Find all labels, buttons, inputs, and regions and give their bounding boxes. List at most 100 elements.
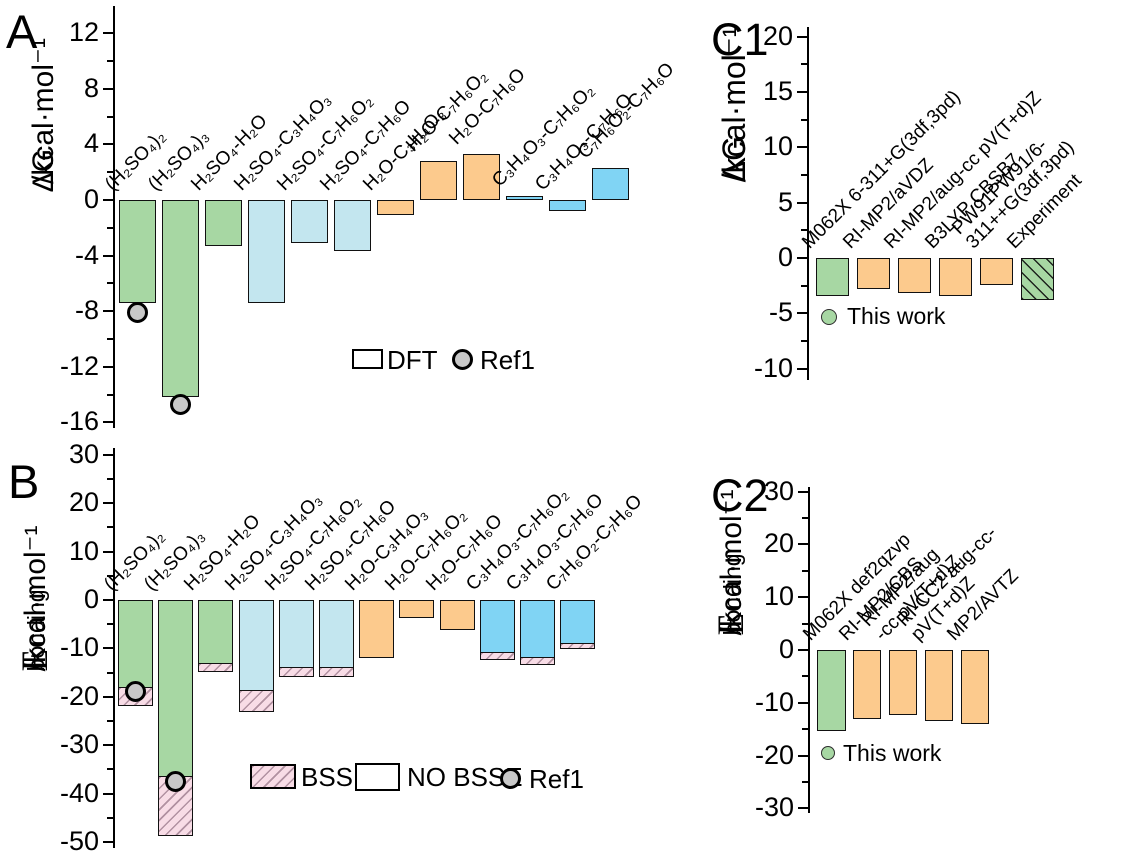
y-major-tick	[102, 143, 113, 146]
bsse-hatch-swatch	[250, 764, 296, 789]
y-minor-tick	[106, 115, 113, 118]
panel-label-b: B	[8, 455, 40, 508]
y-minor-tick	[801, 569, 808, 572]
panel-label-c1: C1	[711, 14, 769, 65]
y-major-tick	[797, 648, 808, 652]
y-tick-label: 20	[763, 528, 794, 559]
y-major-tick	[102, 647, 113, 650]
bar	[377, 200, 414, 216]
y-minor-tick	[801, 675, 808, 678]
bar-bsse-segment	[238, 689, 274, 713]
y-minor-tick	[800, 63, 807, 66]
y-major-tick	[797, 596, 808, 599]
bar-bsse-segment	[198, 663, 234, 673]
y-tick-label: 30	[763, 475, 794, 506]
y-major-tick	[102, 254, 113, 257]
bar	[420, 161, 457, 200]
y-tick-label: -20	[59, 680, 99, 711]
y-minor-tick	[801, 728, 808, 731]
y-tick-label: -4	[74, 239, 99, 270]
legend-dft-label: DFT	[387, 345, 438, 375]
y-major-tick	[102, 453, 113, 456]
this-work-marker-c1	[821, 309, 837, 325]
y-major-tick	[797, 754, 808, 757]
ref1-point	[165, 771, 187, 792]
y-tick-label: -50	[59, 826, 99, 856]
y-major-tick	[796, 367, 807, 370]
legend-ref1-label-b: Ref1	[529, 764, 584, 794]
y-tick-label: 5	[777, 186, 793, 217]
y-minor-tick	[106, 171, 113, 174]
y-minor-tick	[106, 393, 113, 396]
y-major-tick	[102, 421, 113, 424]
y-tick-label: -12	[59, 350, 99, 381]
y-major-tick	[796, 201, 807, 204]
y-major-tick	[102, 87, 113, 90]
y-minor-tick	[800, 284, 807, 287]
ref1-marker-b	[500, 768, 521, 789]
y-tick-label: 0	[778, 634, 794, 664]
bar	[980, 258, 1013, 285]
ref1-marker-a	[452, 349, 473, 370]
bar	[248, 200, 285, 303]
y-axis-line	[112, 448, 115, 848]
y-minor-tick	[800, 118, 807, 121]
y-tick-label: -40	[59, 777, 99, 808]
ref1-point	[170, 393, 191, 415]
y-tick-label: -5	[768, 297, 793, 328]
bar	[205, 200, 242, 246]
dft-swatch	[352, 349, 383, 369]
y-tick-label: -10	[754, 686, 794, 717]
y-major-tick	[102, 792, 113, 795]
bar	[520, 600, 555, 659]
y-major-tick	[796, 256, 807, 260]
y-major-tick	[797, 807, 808, 810]
y-minor-tick	[801, 517, 808, 519]
y-tick-label: 12	[68, 17, 99, 48]
bar	[439, 600, 475, 630]
y-axis-title-a-rest: /kcal·mol⁻¹	[27, 38, 60, 193]
bar	[924, 650, 954, 721]
y-axis-line	[807, 487, 810, 813]
bar	[939, 258, 972, 296]
y-tick-label: 0	[83, 584, 99, 614]
bar	[479, 600, 515, 654]
bar	[118, 600, 153, 689]
y-major-tick	[796, 312, 807, 315]
y-minor-tick	[106, 768, 113, 771]
this-work-marker-c2	[821, 746, 835, 760]
no-bsse-swatch	[355, 763, 400, 791]
y-minor-tick	[106, 671, 113, 674]
legend-this-work-label-c1: This work	[847, 303, 946, 329]
bar	[278, 600, 314, 669]
y-minor-tick	[106, 226, 113, 229]
category-label: C₇H₆O₂-C₇H₆O	[574, 58, 679, 164]
y-major-tick	[102, 598, 113, 602]
bar	[592, 168, 629, 200]
y-major-tick	[102, 550, 113, 553]
y-major-tick	[102, 310, 113, 313]
y-major-tick	[796, 91, 807, 94]
y-tick-label: -16	[59, 406, 99, 437]
bar-bsse-segment	[520, 657, 555, 665]
y-minor-tick	[800, 174, 807, 177]
y-tick-label: 10	[68, 535, 99, 566]
bar	[162, 200, 199, 398]
y-minor-tick	[106, 282, 113, 285]
ref1-point	[125, 681, 146, 703]
y-tick-label: 10	[763, 581, 794, 612]
y-tick-label: 30	[68, 438, 99, 469]
y-tick-label: 0	[777, 242, 793, 272]
y-tick-label: 20	[68, 487, 99, 518]
y-minor-tick	[801, 622, 808, 625]
y-minor-tick	[106, 816, 113, 819]
bar	[399, 600, 435, 619]
y-minor-tick	[106, 720, 113, 722]
y-tick-label: 20	[762, 20, 793, 51]
y-major-tick	[102, 840, 113, 844]
y-tick-label: -10	[753, 352, 793, 383]
y-tick-label: 0	[83, 184, 99, 214]
y-major-tick	[102, 695, 113, 698]
bar	[158, 600, 194, 778]
y-axis-line	[112, 6, 115, 428]
